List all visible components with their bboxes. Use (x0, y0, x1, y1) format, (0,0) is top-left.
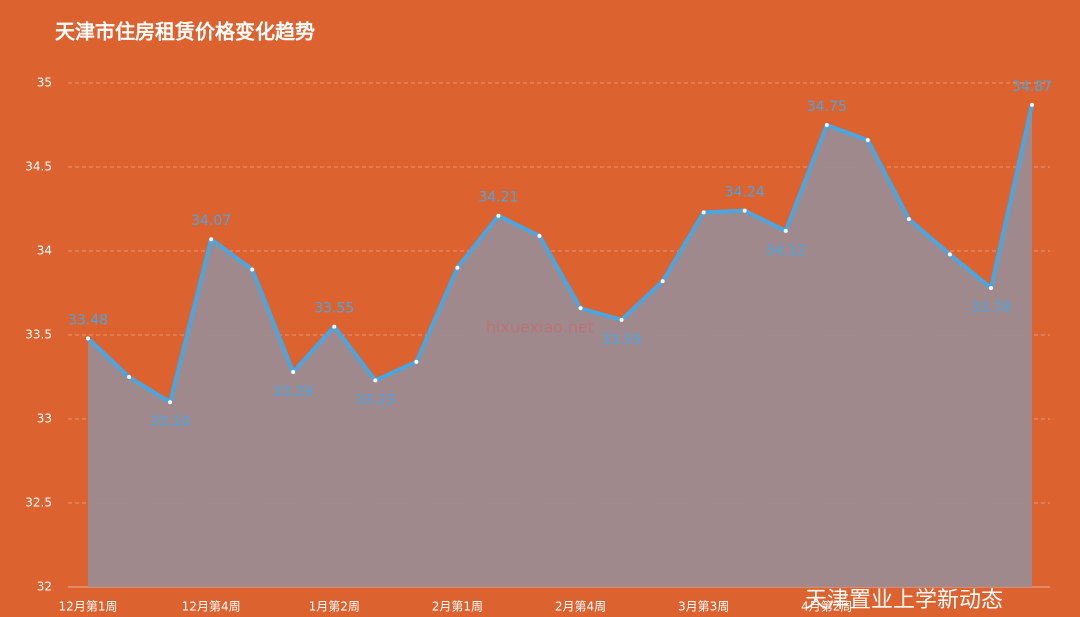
y-tick-label: 33 (37, 412, 52, 426)
x-tick-label: 4月第2周 (801, 600, 852, 614)
point (455, 265, 460, 270)
x-tick-label: 3月第3周 (678, 600, 729, 614)
point (332, 324, 337, 329)
point (414, 359, 419, 364)
point (86, 336, 90, 341)
x-tick-label: 2月第4周 (555, 600, 606, 614)
y-tick-label: 34.5 (25, 160, 52, 174)
point (496, 213, 501, 218)
y-tick-label: 35 (37, 76, 52, 90)
point (291, 369, 296, 374)
value-label: 33.78 (971, 300, 1011, 316)
value-label: 34.12 (766, 243, 806, 259)
y-tick-label: 32 (37, 580, 52, 594)
point (988, 285, 993, 290)
x-tick-label: 2月第1周 (432, 600, 483, 614)
value-label: 34.21 (478, 190, 518, 206)
point (701, 210, 706, 215)
x-tick-label: 1月第2周 (309, 600, 360, 614)
watermark: 天津置业上学新动态 (805, 588, 1003, 613)
value-label: 34.87 (1012, 79, 1052, 95)
point (906, 217, 911, 222)
x-tick-label: 12月第1周 (59, 600, 118, 614)
point (783, 228, 788, 233)
value-label: 33.59 (602, 332, 642, 348)
point (168, 400, 173, 405)
value-label: 34.75 (807, 99, 847, 115)
point (619, 317, 624, 322)
point (250, 267, 255, 272)
point (1030, 102, 1034, 107)
x-tick-label: 12月第4周 (182, 600, 241, 614)
point (373, 378, 378, 383)
point (537, 233, 542, 238)
point (742, 208, 747, 213)
value-label: 33.10 (150, 414, 190, 430)
point (865, 138, 870, 143)
value-label: 34.24 (725, 185, 765, 201)
point (824, 123, 829, 127)
value-label: 33.55 (314, 301, 354, 317)
value-label: 34.07 (191, 213, 231, 229)
y-tick-label: 32.5 (25, 496, 52, 510)
area (88, 104, 1032, 587)
point (578, 306, 583, 311)
point (947, 252, 952, 257)
y-tick-label: 33.5 (25, 328, 52, 342)
point (127, 375, 132, 379)
y-tick-label: 34 (37, 244, 52, 258)
value-label: 33.23 (355, 392, 395, 408)
point (209, 237, 214, 242)
value-label: 33.48 (68, 312, 108, 328)
chart-title: 天津市住房租赁价格变化趋势 (55, 20, 315, 44)
watermark: hixuexiao.net (486, 318, 594, 337)
point (660, 279, 665, 284)
line (86, 104, 1034, 405)
value-label: 33.28 (273, 384, 313, 400)
